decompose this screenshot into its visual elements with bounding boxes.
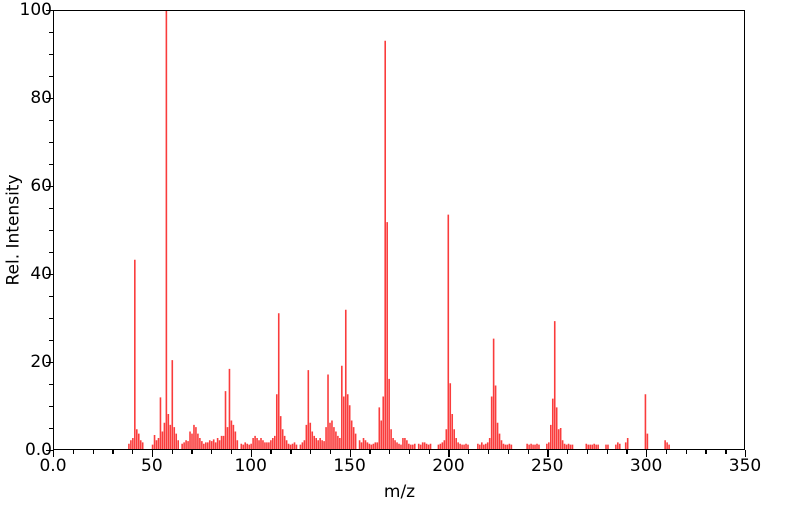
x-axis-tick-minor bbox=[468, 450, 470, 454]
x-axis-tick-minor bbox=[705, 450, 707, 454]
x-axis-tick-minor bbox=[132, 450, 134, 454]
y-axis-tick-major bbox=[46, 98, 53, 100]
x-axis-tick-minor bbox=[369, 450, 371, 454]
x-axis-tick-minor bbox=[665, 450, 668, 454]
spectrum-sticks bbox=[54, 11, 744, 449]
x-axis-tick-minor bbox=[270, 450, 272, 454]
y-axis-tick-minor bbox=[49, 340, 53, 342]
y-axis-label: Rel. Intensity bbox=[2, 0, 26, 460]
y-axis-tick-label: 20 bbox=[30, 352, 52, 372]
y-axis-tick-minor bbox=[49, 32, 53, 34]
x-axis-label: m/z bbox=[0, 482, 799, 502]
y-axis-tick-major bbox=[46, 362, 53, 364]
x-axis-tick-minor bbox=[428, 450, 430, 454]
y-axis-tick-major bbox=[46, 274, 53, 276]
y-axis-label-text: Rel. Intensity bbox=[4, 174, 24, 286]
y-axis-tick-label: 100 bbox=[19, 0, 52, 20]
x-axis-tick-minor bbox=[507, 450, 510, 454]
x-axis-tick-minor bbox=[408, 450, 411, 454]
y-axis-tick-minor bbox=[49, 76, 53, 78]
y-axis-tick-minor bbox=[49, 406, 53, 408]
stick-series bbox=[129, 11, 671, 449]
x-axis-tick-minor bbox=[171, 450, 173, 454]
x-axis-tick-label: 150 bbox=[333, 456, 366, 476]
y-axis-tick-major bbox=[46, 186, 53, 188]
y-axis-tick-minor bbox=[49, 208, 53, 210]
x-axis-tick-minor bbox=[290, 450, 292, 454]
x-axis-tick-minor bbox=[112, 450, 114, 454]
plot-area bbox=[53, 10, 745, 450]
x-axis-tick-major bbox=[349, 450, 351, 457]
x-axis-tick-minor bbox=[527, 450, 529, 454]
x-axis-tick-minor bbox=[567, 450, 569, 454]
x-axis-tick-label: 300 bbox=[629, 456, 663, 476]
x-axis-label-text: m/z bbox=[383, 482, 416, 502]
x-axis-tick-major bbox=[250, 450, 252, 457]
y-axis-tick-minor bbox=[49, 54, 53, 56]
y-axis-tick-label: 60 bbox=[30, 176, 52, 196]
x-axis-tick-label: 250 bbox=[531, 456, 564, 476]
x-axis-tick-minor bbox=[230, 450, 233, 454]
x-axis-tick-label: 200 bbox=[432, 456, 465, 476]
x-axis-tick-minor bbox=[92, 450, 94, 454]
x-axis-tick-major bbox=[151, 450, 154, 457]
x-axis-tick-minor bbox=[626, 450, 628, 454]
y-axis-tick-minor bbox=[49, 428, 53, 430]
y-axis-tick-minor bbox=[49, 142, 53, 144]
x-axis-tick-major bbox=[53, 450, 55, 457]
y-axis-tick-minor bbox=[49, 120, 53, 122]
y-axis-tick-label: 40 bbox=[30, 264, 52, 284]
y-axis-tick-label: 80 bbox=[30, 88, 52, 108]
x-axis-tick-label: 350 bbox=[728, 456, 762, 476]
x-axis-tick-minor bbox=[725, 450, 727, 454]
x-axis-tick-major bbox=[448, 450, 450, 457]
x-axis-tick-minor bbox=[685, 450, 687, 454]
x-axis-tick-minor bbox=[211, 450, 213, 454]
x-axis-tick-minor bbox=[487, 450, 490, 454]
y-axis-tick-minor bbox=[49, 252, 53, 254]
y-axis-tick-minor bbox=[49, 318, 53, 320]
x-axis-tick-minor bbox=[329, 450, 332, 454]
x-axis-tick-minor bbox=[389, 450, 391, 454]
x-axis-tick-minor bbox=[72, 450, 75, 454]
x-axis-tick-minor bbox=[310, 450, 312, 454]
y-axis-tick-major bbox=[46, 450, 53, 452]
x-axis-tick-minor bbox=[191, 450, 193, 454]
x-axis-tick-major bbox=[745, 450, 747, 457]
y-axis-tick-minor bbox=[49, 296, 53, 298]
y-axis-tick-label: 0.0 bbox=[24, 440, 52, 460]
y-axis-tick-major bbox=[46, 10, 53, 12]
x-axis-tick-label: 50 bbox=[141, 456, 163, 476]
x-axis-tick-minor bbox=[586, 450, 589, 454]
x-axis-tick-major bbox=[547, 450, 549, 457]
x-axis-tick-minor bbox=[606, 450, 608, 454]
y-axis-tick-minor bbox=[49, 164, 53, 166]
x-axis-tick-major bbox=[646, 450, 648, 457]
x-axis-tick-label: 0.0 bbox=[39, 456, 67, 476]
y-axis-tick-minor bbox=[49, 384, 53, 386]
y-axis-tick-minor bbox=[49, 230, 53, 232]
x-axis-tick-label: 100 bbox=[234, 456, 267, 476]
